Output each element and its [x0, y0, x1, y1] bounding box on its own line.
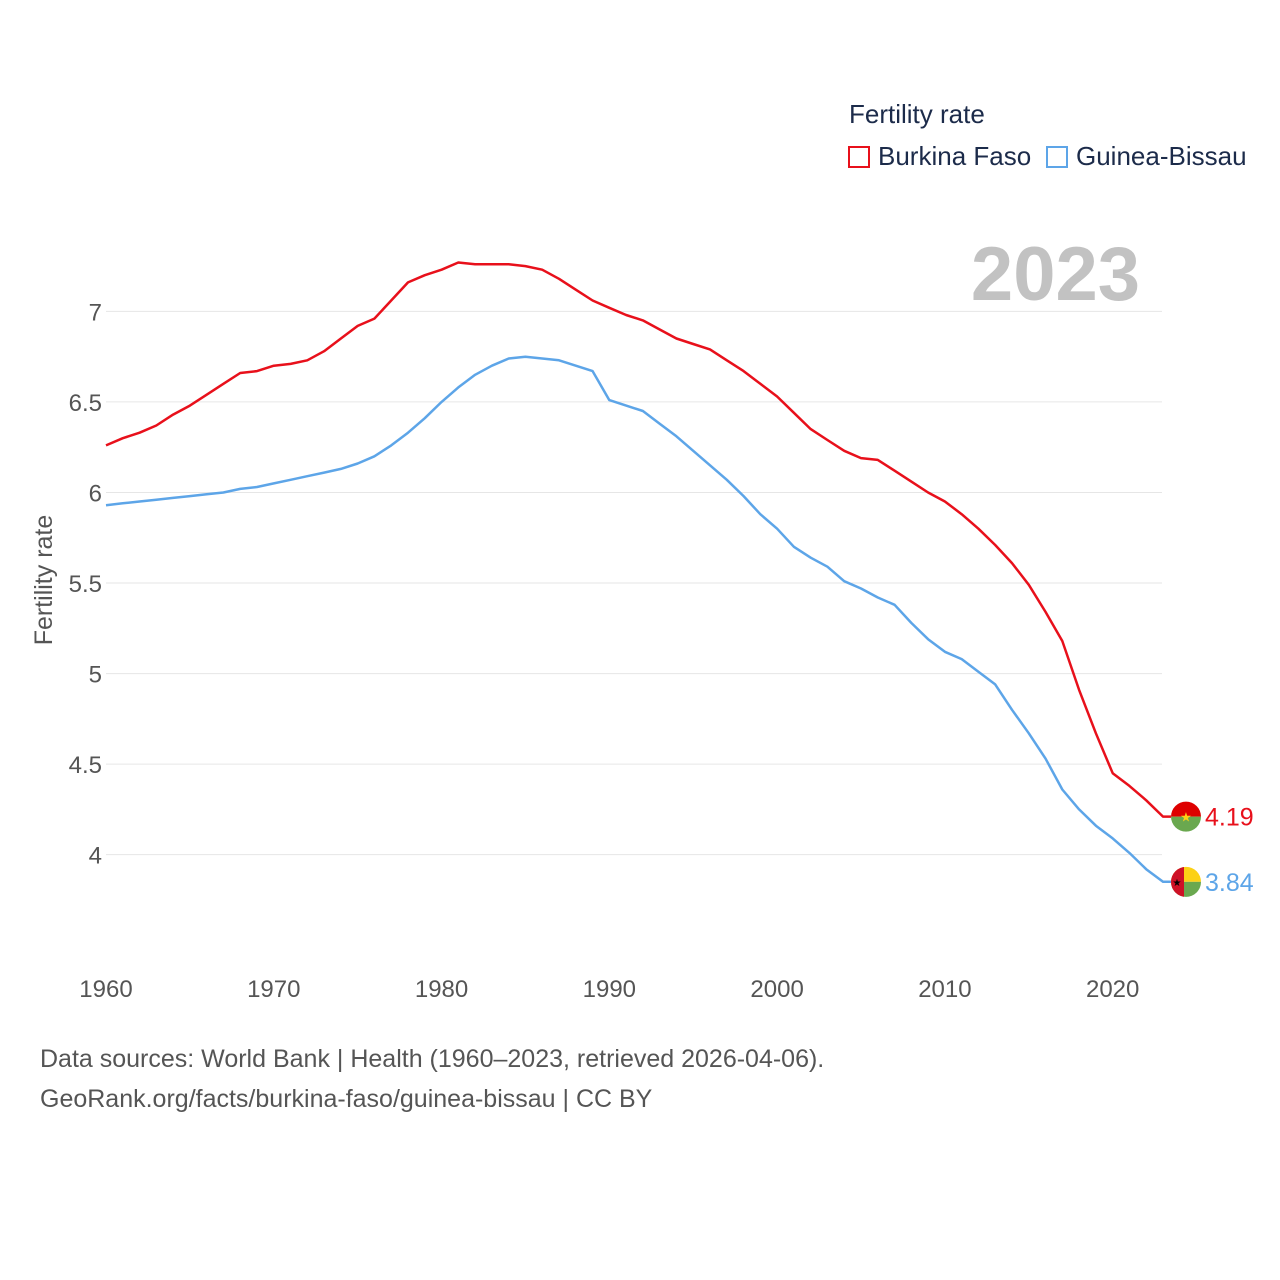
svg-text:★: ★	[1173, 878, 1182, 889]
x-tick-label: 1970	[247, 976, 300, 1003]
y-tick-label: 6	[89, 480, 102, 507]
y-tick-label: 7	[89, 299, 102, 326]
y-tick-label: 6.5	[69, 390, 102, 417]
y-axis-label: Fertility rate	[30, 515, 58, 646]
series-line-burkina-faso[interactable]	[105, 261, 1171, 818]
series-line-guinea-bissau[interactable]	[105, 355, 1171, 884]
svg-text:★: ★	[1180, 811, 1192, 826]
source-url-line[interactable]: GeoRank.org/facts/burkina-faso/guinea-bi…	[40, 1085, 653, 1113]
flag-icon-guinea-bissau: ★	[1171, 866, 1201, 897]
legend-swatch-burkina-faso	[848, 145, 870, 168]
end-markers: ★ 4.19 ★ 3.84	[1171, 801, 1254, 897]
x-tick-label: 1960	[79, 976, 132, 1003]
y-tick-label: 4	[89, 843, 102, 870]
x-tick-label: 2000	[750, 976, 803, 1003]
x-axis-ticks: 1960 1970 1980 1990 2000 2010 2020	[79, 976, 1139, 1003]
end-value-label-burkina-faso: 4.19	[1205, 804, 1254, 832]
x-tick-label: 2020	[1086, 976, 1139, 1003]
legend-label-burkina-faso: Burkina Faso	[878, 141, 1032, 171]
x-tick-label: 1990	[583, 976, 636, 1003]
flag-icon-burkina-faso: ★	[1171, 801, 1201, 832]
legend-label-guinea-bissau: Guinea-Bissau	[1076, 141, 1247, 171]
y-axis-ticks: 4 4.5 5 5.5 6 6.5 7	[69, 299, 102, 869]
y-tick-label: 5	[89, 662, 102, 689]
current-year-label: 2023	[971, 232, 1140, 317]
legend-swatch-guinea-bissau	[1046, 145, 1068, 168]
legend-title: Fertility rate	[849, 99, 985, 129]
x-tick-label: 1980	[415, 976, 468, 1003]
data-source-line: Data sources: World Bank | Health (1960–…	[40, 1045, 825, 1073]
x-tick-label: 2010	[918, 976, 971, 1003]
legend-item-burkina-faso[interactable]: Burkina Faso	[848, 141, 1031, 172]
grid-lines	[106, 310, 1162, 856]
legend-item-guinea-bissau[interactable]: Guinea-Bissau	[1046, 141, 1247, 172]
series-lines	[105, 261, 1171, 884]
end-value-label-guinea-bissau: 3.84	[1205, 869, 1254, 897]
y-tick-label: 4.5	[69, 752, 102, 779]
y-tick-label: 5.5	[69, 571, 102, 598]
